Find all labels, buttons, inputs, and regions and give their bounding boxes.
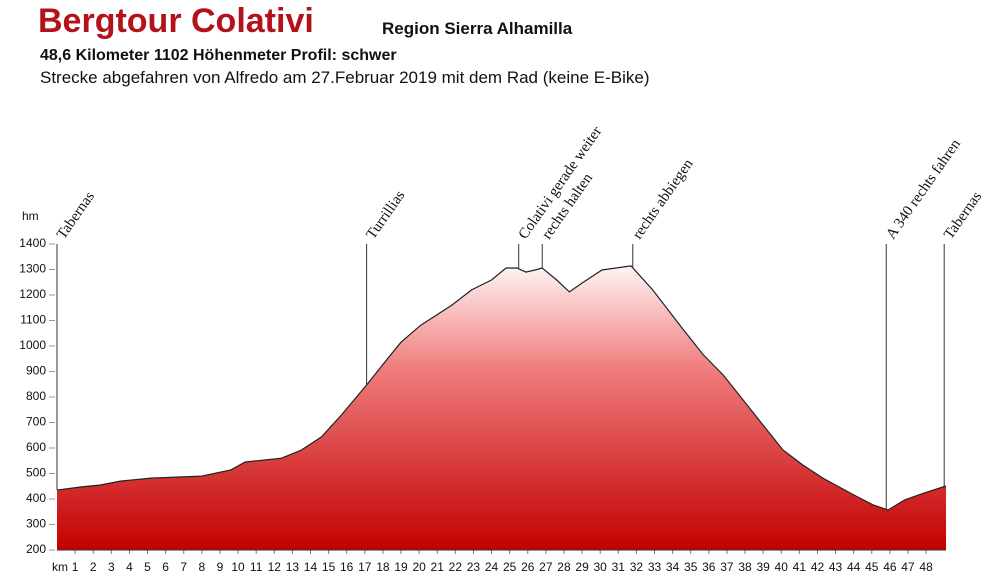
annotation-label: Turrillias [364,188,409,243]
x-tick-label: 16 [340,560,354,574]
x-tick-label: 23 [467,560,481,574]
x-tick-label: 15 [322,560,336,574]
x-tick-label: 47 [901,560,915,574]
x-tick-label: 38 [738,560,752,574]
x-tick-label: 17 [358,560,372,574]
x-tick-label: 41 [793,560,807,574]
x-tick-label: 13 [286,560,300,574]
x-tick-label: 7 [180,560,187,574]
x-tick-label: 29 [575,560,589,574]
x-tick-label: 34 [666,560,680,574]
description: Strecke abgefahren von Alfredo am 27.Feb… [40,68,650,87]
y-tick-label: 1300 [19,262,46,276]
x-tick-label: 32 [630,560,644,574]
y-tick-label: 300 [26,517,46,531]
x-tick-label: 2 [90,560,97,574]
x-tick-label: 19 [394,560,408,574]
x-tick-label: 3 [108,560,115,574]
chart-title: Bergtour Colativi [38,2,314,40]
x-tick-label: 36 [702,560,716,574]
x-tick-label: 35 [684,560,698,574]
x-tick-label: 18 [376,560,390,574]
y-tick-label: 400 [26,491,46,505]
x-tick-label: 48 [919,560,933,574]
y-tick-label: 500 [26,466,46,480]
y-tick-label: 1200 [19,287,46,301]
x-tick-label: 33 [648,560,662,574]
x-axis-label: km [52,560,68,574]
y-tick-label: 600 [26,440,46,454]
x-tick-label: 6 [162,560,169,574]
x-tick-label: 30 [593,560,607,574]
y-tick-label: 900 [26,364,46,378]
x-tick-label: 25 [503,560,517,574]
x-tick-label: 28 [557,560,571,574]
x-tick-label: 40 [775,560,789,574]
y-tick-label: 700 [26,415,46,429]
chart-subtitle: Region Sierra Alhamilla [382,19,573,38]
x-tick-label: 22 [449,560,463,574]
x-tick-label: 26 [521,560,535,574]
x-tick-label: 42 [811,560,825,574]
x-tick-label: 45 [865,560,879,574]
annotation-label: rechts abbiegen [630,156,697,242]
x-tick-label: 44 [847,560,861,574]
y-tick-label: 1400 [19,236,46,250]
x-tick-label: 4 [126,560,133,574]
x-tick-label: 1 [72,560,79,574]
y-tick-label: 800 [26,389,46,403]
x-tick-label: 24 [485,560,499,574]
x-tick-label: 39 [756,560,770,574]
x-tick-label: 8 [199,560,206,574]
x-tick-label: 11 [250,560,263,574]
elevation-area [57,265,946,550]
x-tick-label: 9 [217,560,224,574]
elevation-line [56,265,947,511]
x-tick-label: 27 [539,560,553,574]
x-tick-label: 10 [231,560,245,574]
x-tick-label: 21 [431,560,445,574]
x-tick-label: 31 [612,560,626,574]
y-axis-label: hm [22,209,39,223]
x-tick-label: 14 [304,560,318,574]
x-tick-label: 46 [883,560,897,574]
stats-line: 48,6 Kilometer 1102 Höhenmeter Profil: s… [40,47,397,64]
x-tick-label: 12 [268,560,282,574]
x-tick-label: 20 [412,560,426,574]
x-tick-label: 5 [144,560,151,574]
x-tick-label: 37 [720,560,734,574]
y-tick-label: 200 [26,542,46,556]
x-tick-label: 43 [829,560,843,574]
annotation-label: Tabernas [941,189,985,242]
y-tick-label: 1100 [20,313,46,327]
annotation-label: Tabernas [54,189,98,242]
y-tick-label: 1000 [19,338,46,352]
